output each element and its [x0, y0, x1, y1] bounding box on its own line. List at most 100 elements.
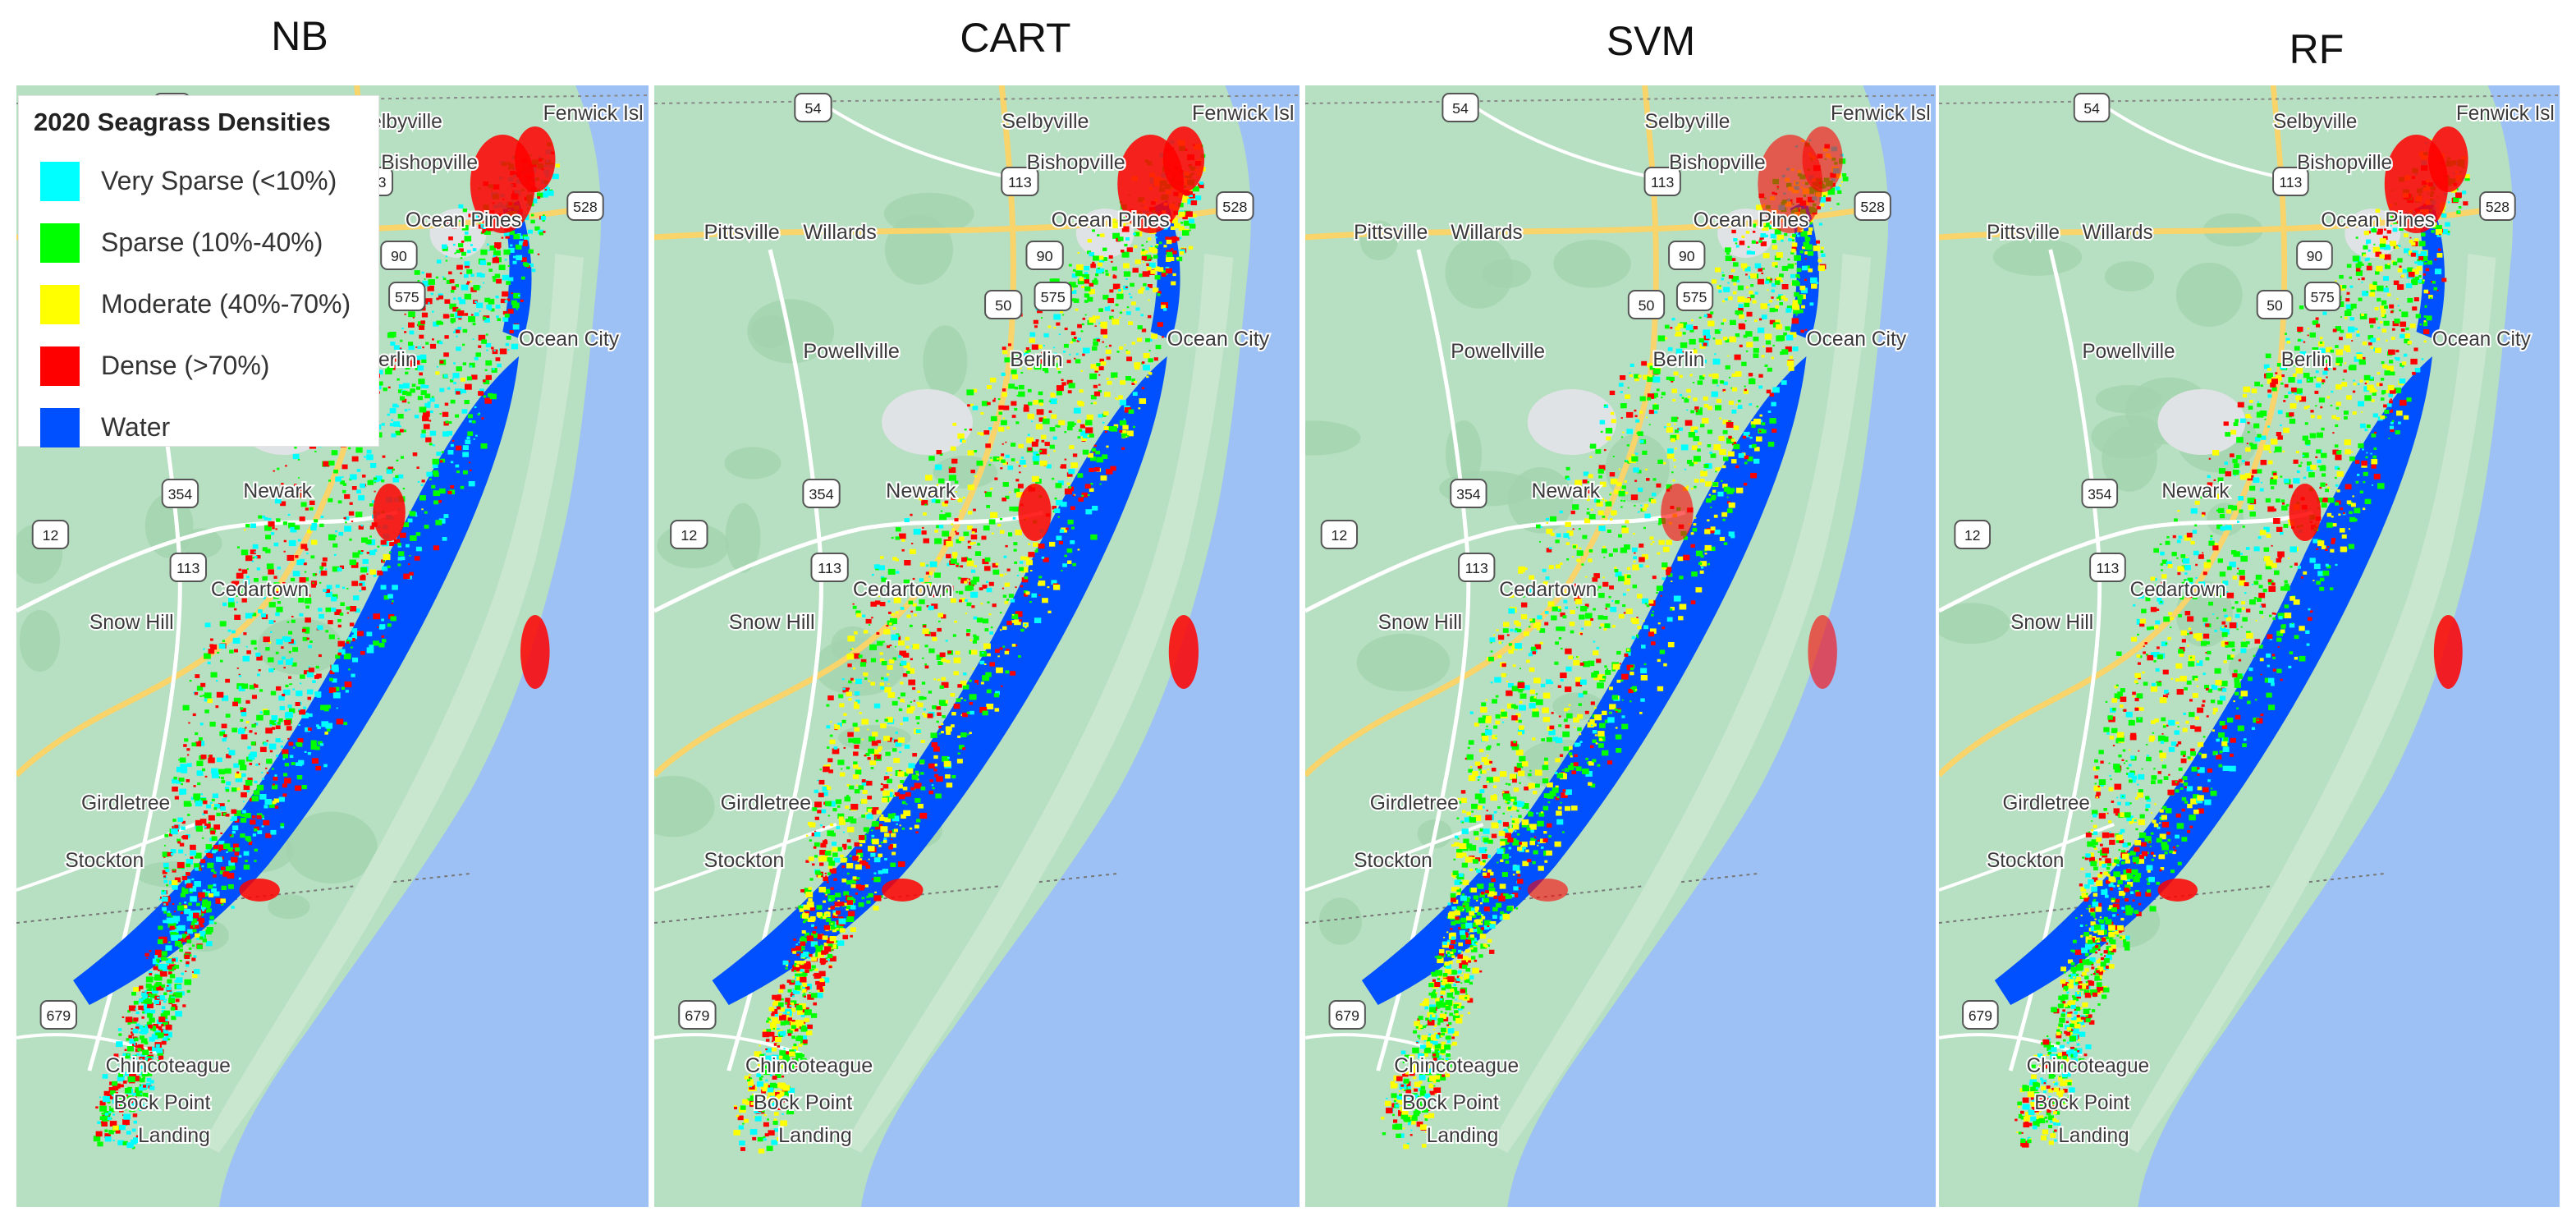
svg-text:528: 528	[573, 199, 598, 215]
forest-patch	[814, 637, 905, 696]
map-panel-rf[interactable]: 54 113 90 50 575 528 354 12 113 679 Selbyville Fenw…	[1939, 85, 2560, 1207]
seagrass-legend: 2020 Seagrass Densities Very Sparse (<10…	[18, 95, 379, 447]
svg-text:50: 50	[995, 297, 1011, 314]
classification-layer	[1994, 126, 2470, 1148]
road	[1465, 100, 1645, 177]
forest-patch	[2175, 262, 2243, 327]
place-label-bishopville: Bishopville	[1669, 152, 1766, 174]
dense-patch	[1661, 484, 1694, 541]
classification-layer	[73, 126, 561, 1149]
route-shield: 50	[984, 290, 1023, 319]
route-shield: 354	[802, 479, 841, 508]
route-shield: 528	[566, 191, 604, 221]
forest-patch	[286, 811, 378, 883]
place-label-cedartown: Cedartown	[853, 578, 953, 601]
forest-patch	[2104, 261, 2155, 291]
dense-patch	[1808, 615, 1837, 689]
place-label-cedartown: Cedartown	[1499, 579, 1597, 601]
svg-text:575: 575	[1041, 289, 1066, 305]
forest-patch	[1939, 603, 2010, 645]
place-label-selbyville: Selbyville	[1645, 111, 1730, 133]
panel-title-svm: SVM	[1606, 18, 1696, 64]
state-border	[654, 873, 1118, 924]
svg-text:113: 113	[176, 560, 199, 576]
legend-item-sparse: Sparse (10%-40%)	[30, 212, 378, 273]
road	[16, 510, 398, 613]
place-label-ocean_pines: Ocean Pines	[1052, 209, 1170, 232]
water-class	[712, 356, 1167, 1005]
state-border	[1939, 873, 2385, 924]
place-label-snow_hill: Snow Hill	[729, 611, 815, 634]
place-label-berlin: Berlin	[2281, 349, 2332, 371]
place-label-fenwick: Fenwick Isl	[1831, 103, 1931, 125]
place-label-pittsville: Pittsville	[1354, 222, 1428, 244]
forest-patch	[750, 314, 791, 348]
place-label-berlin: Berlin	[1010, 348, 1062, 371]
place-label-willards: Willards	[803, 221, 877, 244]
route-shield: 528	[2479, 191, 2516, 221]
svg-text:12: 12	[681, 527, 697, 544]
place-label-cedartown: Cedartown	[211, 579, 309, 601]
road	[1939, 85, 2288, 778]
svg-text:54: 54	[804, 100, 821, 117]
route-shield: 113	[2272, 167, 2309, 196]
svg-text:528: 528	[1222, 199, 1247, 215]
water-class	[1994, 356, 2432, 1005]
dense-patch	[2428, 126, 2468, 192]
legend-item-water: Water	[30, 397, 378, 458]
route-shield: 679	[1962, 1000, 1999, 1030]
svg-text:575: 575	[395, 289, 419, 305]
panel-title-nb: NB	[271, 13, 328, 59]
place-label-snow_hill: Snow Hill	[1378, 612, 1463, 634]
place-label-bishopville: Bishopville	[2297, 152, 2392, 174]
legend-swatch	[40, 161, 80, 201]
legend-label: Sparse (10%-40%)	[101, 227, 323, 257]
ocean-area	[218, 85, 649, 1207]
map-panel-svm[interactable]: 54 113 90 50 575 528 354 12 113 679 Selbyville Fenw…	[1305, 85, 1936, 1207]
route-shield: 12	[1954, 520, 1991, 549]
place-label-girdletree: Girdletree	[721, 792, 812, 814]
place-label-newark: Newark	[886, 480, 956, 502]
place-label-fenwick: Fenwick Isl	[543, 103, 644, 125]
dense-patch	[1168, 615, 1199, 689]
dense-patch	[515, 126, 556, 192]
dense-patch	[1018, 484, 1052, 541]
legend-label: Water	[101, 412, 171, 442]
place-label-landing: Landing	[138, 1125, 210, 1147]
place-label-ocean_pines: Ocean Pines	[1694, 209, 1809, 232]
route-shield: 354	[2081, 479, 2119, 508]
place-label-ocean_city: Ocean City	[2432, 328, 2531, 351]
state-border	[654, 94, 1299, 104]
forest-patch	[257, 617, 342, 675]
svg-text:679: 679	[685, 1007, 709, 1024]
legend-swatch	[40, 346, 80, 386]
route-shield: 54	[794, 93, 832, 122]
place-label-snow_hill: Snow Hill	[2010, 612, 2093, 634]
urban-area	[882, 389, 973, 455]
place-label-bock_point: Bock Point	[1402, 1092, 1499, 1114]
forest-patch	[2095, 384, 2162, 414]
place-label-chincoteague: Chincoteague	[2027, 1055, 2149, 1077]
road	[654, 510, 1044, 613]
place-label-selbyville: Selbyville	[2273, 111, 2357, 133]
road	[1305, 823, 1484, 892]
forest-patch	[2102, 426, 2157, 492]
place-label-newark: Newark	[243, 480, 312, 502]
forest-patch	[1552, 692, 1604, 721]
place-label-stockton: Stockton	[1354, 850, 1432, 872]
urban-area	[1527, 389, 1617, 455]
svg-text:354: 354	[809, 486, 833, 502]
place-label-berlin: Berlin	[1652, 349, 1704, 371]
place-label-girdletree: Girdletree	[81, 792, 170, 814]
route-shield: 679	[1328, 1000, 1366, 1030]
forest-patch	[654, 775, 715, 837]
state-border	[1305, 94, 1936, 104]
place-label-ocean_pines: Ocean Pines	[406, 209, 521, 232]
state-border	[16, 873, 470, 924]
map-panel-cart[interactable]: 54 113 90 50 575 528 354 12 113 679 Selbyville Fenw…	[654, 85, 1299, 1207]
place-label-fenwick: Fenwick Isl	[1192, 102, 1295, 125]
route-shield: 54	[1442, 93, 1479, 122]
place-label-bishopville: Bishopville	[1026, 151, 1125, 174]
